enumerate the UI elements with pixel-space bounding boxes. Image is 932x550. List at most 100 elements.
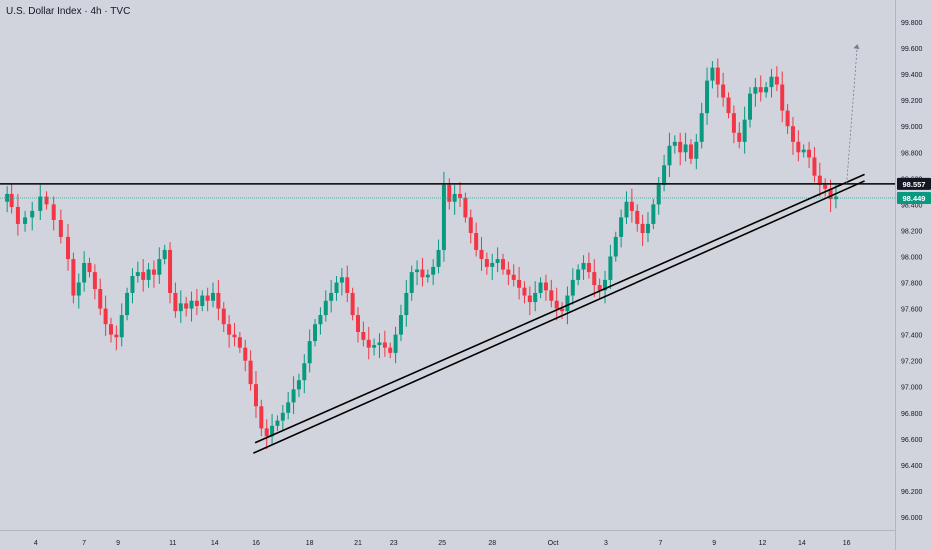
candle-body: [796, 141, 801, 153]
y-tick-label: 99.000: [901, 124, 923, 131]
candle-body: [554, 300, 559, 309]
candle-body: [280, 412, 285, 421]
candle-body: [66, 236, 71, 260]
lower-trendline[interactable]: [252, 180, 865, 454]
candle-body: [237, 337, 242, 348]
candle-body: [576, 269, 581, 280]
candle-body: [833, 196, 838, 200]
candle-body: [705, 80, 710, 114]
candle-body: [506, 269, 511, 275]
projection-line[interactable]: [846, 44, 858, 184]
y-tick-label: 96.200: [901, 489, 923, 496]
candle-body: [543, 282, 548, 291]
y-tick-label: 97.600: [901, 307, 923, 314]
candle-body: [807, 149, 812, 158]
y-tick-label: 96.600: [901, 437, 923, 444]
x-tick-label: 9: [712, 540, 716, 547]
candle-body: [23, 217, 28, 224]
y-tick-label: 98.800: [901, 150, 923, 157]
x-tick-label: 4: [34, 540, 38, 547]
candle-body: [71, 259, 76, 296]
upper-trendline[interactable]: [254, 173, 865, 444]
candle-body: [307, 341, 312, 364]
candle-body: [721, 84, 726, 98]
candle-body: [490, 262, 495, 267]
candle-body: [688, 144, 693, 159]
candle-body: [146, 269, 151, 280]
candle-body: [82, 262, 87, 283]
x-tick-label: 14: [798, 540, 806, 547]
candle-body: [742, 119, 747, 142]
candle-body: [812, 157, 817, 176]
candle-body: [495, 259, 500, 263]
candle-body: [769, 76, 774, 88]
candle-body: [168, 249, 173, 293]
candle-body: [774, 76, 779, 85]
candle-body: [270, 425, 275, 437]
candle-body: [119, 315, 124, 338]
candle-body: [130, 276, 135, 293]
x-tick-label: 25: [438, 540, 446, 547]
y-tick-label: 99.200: [901, 98, 923, 105]
current-price-label-bg: [897, 191, 931, 204]
candle-body: [194, 300, 199, 306]
candle-body: [527, 295, 532, 303]
candle-body: [699, 113, 704, 142]
candle-body: [404, 292, 409, 316]
x-tick-label: 7: [659, 540, 663, 547]
candle-body: [785, 110, 790, 127]
candle-body: [103, 308, 108, 325]
candle-body: [334, 282, 339, 293]
candle-body: [441, 184, 446, 250]
candle-body: [125, 292, 130, 316]
candle-body: [15, 206, 20, 224]
candle-body: [296, 380, 301, 390]
candle-body: [436, 249, 441, 267]
y-tick-label: 99.600: [901, 46, 923, 53]
candle-body: [715, 67, 720, 85]
candle-body: [458, 193, 463, 198]
x-tick-label: Oct: [548, 540, 559, 547]
candle-body: [30, 210, 35, 218]
candle-body: [656, 184, 661, 205]
candle-body: [350, 292, 355, 316]
candle-body: [5, 193, 10, 202]
candle-body: [603, 279, 608, 291]
candle-body: [98, 289, 103, 309]
candle-body: [345, 277, 350, 293]
candle-body: [58, 220, 63, 237]
candle-body: [286, 402, 291, 413]
candle-body: [613, 236, 618, 257]
candle-body: [205, 295, 210, 301]
candle-body: [624, 201, 629, 218]
x-tick-label: 18: [306, 540, 314, 547]
candle-body: [592, 272, 597, 286]
candle-body: [275, 420, 280, 426]
candle-body: [221, 308, 226, 325]
x-tick-label: 3: [604, 540, 608, 547]
candle-body: [114, 334, 119, 338]
candle-body: [393, 334, 398, 353]
candle-body: [635, 210, 640, 224]
y-tick-label: 98.000: [901, 254, 923, 261]
candle-body: [135, 272, 140, 277]
candle-body: [678, 141, 683, 153]
candle-body: [517, 279, 522, 288]
candle-body: [372, 345, 377, 348]
x-tick-label: 16: [252, 540, 260, 547]
candle-body: [76, 282, 81, 296]
candle-body: [189, 300, 194, 309]
candle-body: [683, 144, 688, 153]
y-tick-label: 98.200: [901, 228, 923, 235]
candle-body: [500, 259, 505, 270]
candle-body: [291, 389, 296, 403]
x-tick-label: 14: [211, 540, 219, 547]
candle-body: [790, 126, 795, 142]
x-tick-label: 28: [488, 540, 496, 547]
candle-body: [645, 223, 650, 234]
candle-body: [672, 141, 677, 146]
x-tick-label: 23: [390, 540, 398, 547]
candle-body: [227, 324, 232, 335]
candle-body: [366, 339, 371, 348]
